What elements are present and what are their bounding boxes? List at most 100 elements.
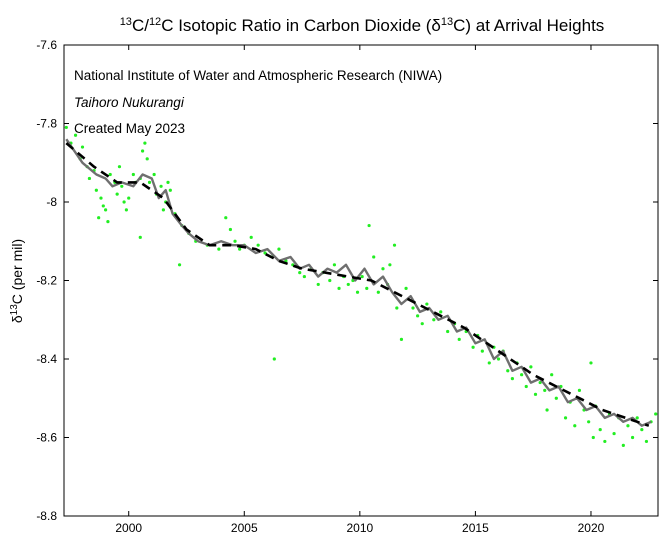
data-point	[510, 377, 514, 381]
data-point	[87, 176, 92, 181]
data-point	[365, 286, 369, 290]
series-points	[64, 125, 658, 447]
data-point	[457, 337, 461, 341]
data-point	[496, 357, 501, 361]
data-point	[166, 180, 170, 184]
title-part-1: C/	[132, 16, 149, 35]
data-point	[263, 251, 267, 255]
data-point	[145, 157, 149, 161]
data-point	[117, 165, 122, 169]
title-part-3: C) at Arrival Heights	[453, 16, 604, 35]
x-tick-label: 2020	[578, 521, 605, 535]
data-point	[471, 345, 475, 349]
data-point	[360, 274, 364, 279]
ylabel-post: C (per mil)	[9, 239, 25, 304]
y-tick-label: -7.6	[36, 38, 57, 52]
data-point	[217, 247, 221, 251]
data-point	[404, 286, 408, 290]
data-point	[152, 172, 156, 177]
data-point	[328, 278, 332, 283]
data-point	[644, 439, 649, 444]
y-tick-label: -7.8	[36, 117, 57, 131]
series-layer	[64, 125, 658, 447]
data-point	[106, 220, 110, 224]
data-point	[399, 337, 404, 341]
data-point	[332, 263, 337, 267]
y-tick-label: -8.4	[36, 352, 57, 366]
ylabel-pre: δ	[9, 315, 25, 323]
data-point	[529, 365, 533, 369]
data-point	[249, 235, 253, 239]
data-point	[316, 282, 320, 287]
data-point	[101, 204, 105, 208]
data-point	[159, 184, 163, 188]
smoothed-line	[65, 138, 652, 427]
trend-dashed-line	[65, 142, 650, 427]
data-point	[168, 188, 172, 192]
y-tick-label: -8.2	[36, 274, 57, 288]
data-point	[432, 318, 436, 322]
data-point	[372, 255, 376, 259]
data-point	[524, 384, 528, 389]
data-point	[603, 439, 607, 444]
data-point	[238, 247, 242, 251]
institute-annotation: National Institute of Water and Atmosphe…	[74, 68, 442, 83]
data-point	[138, 235, 142, 239]
data-point	[73, 133, 78, 137]
data-point	[425, 302, 429, 306]
x-tick-label: 2015	[462, 521, 489, 535]
x-tick-label: 2005	[231, 521, 258, 535]
data-point	[506, 369, 510, 373]
data-point	[124, 208, 129, 212]
data-point	[64, 125, 68, 130]
data-point	[520, 373, 524, 377]
data-point	[550, 373, 554, 377]
data-point	[224, 216, 228, 220]
data-point	[147, 180, 152, 184]
data-point	[630, 435, 635, 440]
created-annotation: Created May 2023	[74, 121, 185, 136]
title-sup-1: 13	[120, 16, 132, 28]
data-point	[589, 361, 593, 365]
data-point	[411, 306, 415, 310]
data-point	[416, 314, 420, 318]
data-point	[545, 408, 549, 412]
data-point	[127, 196, 131, 200]
data-point	[654, 412, 658, 416]
y-axis-label: δ13C (per mil)	[9, 239, 25, 323]
data-point	[587, 420, 591, 424]
title-part-2: C Isotopic Ratio in Carbon Dioxide (δ	[161, 16, 441, 35]
data-point	[108, 172, 112, 177]
ylabel-sup: 13	[9, 304, 20, 316]
data-point	[621, 443, 625, 447]
data-point	[115, 192, 119, 196]
data-point	[533, 392, 538, 396]
data-point	[302, 274, 306, 279]
data-point	[80, 145, 85, 149]
data-point	[104, 208, 108, 212]
data-point	[640, 428, 644, 432]
y-tick-label: -8.6	[36, 431, 57, 445]
axis-ticks: 2000 2005 2010 2015 2020 -7.6 -7.8 -8 -8.2 -8.4 -8…	[36, 38, 658, 535]
data-point	[97, 216, 101, 220]
title-sup-3: 13	[441, 16, 453, 28]
y-tick-label: -8	[46, 195, 57, 209]
data-point	[120, 184, 124, 188]
data-point	[554, 396, 558, 400]
data-point	[122, 200, 126, 204]
data-point	[573, 424, 577, 428]
data-point	[228, 227, 233, 232]
data-point	[395, 306, 399, 310]
data-point	[591, 435, 595, 440]
data-point	[355, 290, 360, 294]
x-tick-label: 2000	[115, 521, 142, 535]
data-point	[635, 416, 639, 420]
data-point	[577, 388, 582, 392]
data-point	[131, 172, 135, 177]
data-point	[543, 388, 547, 392]
data-point	[563, 416, 568, 420]
plot-frame	[63, 44, 659, 517]
data-point	[598, 428, 602, 432]
data-point	[381, 267, 385, 271]
